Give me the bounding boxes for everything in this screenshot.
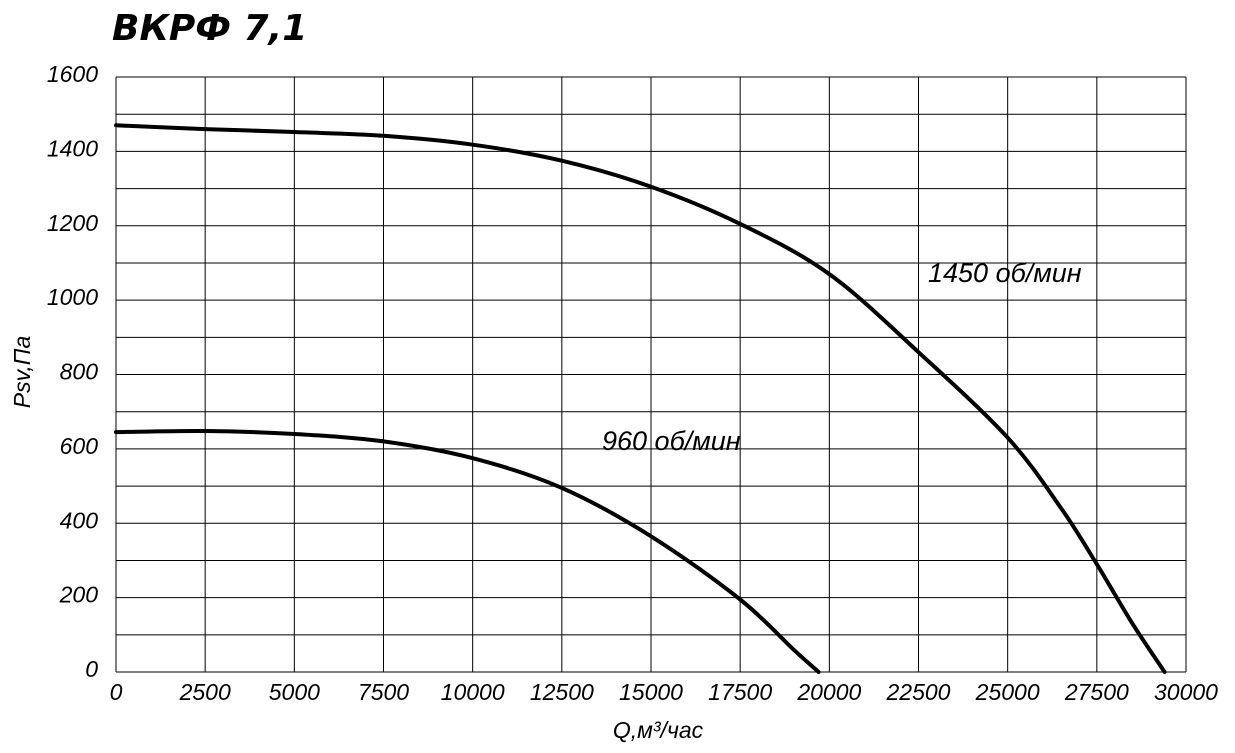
y-tick-label: 400	[60, 507, 99, 533]
series-label-960: 960 об/мин	[602, 426, 741, 456]
curves	[114, 123, 1167, 674]
y-tick-label: 0	[85, 656, 98, 682]
x-tick-label: 27500	[1064, 679, 1129, 705]
series-line-960	[114, 428, 821, 674]
x-tick-label: 30000	[1154, 679, 1218, 705]
y-tick-label: 1000	[47, 284, 98, 310]
x-tick-label: 5000	[269, 679, 320, 705]
y-tick-label: 1400	[47, 135, 98, 161]
x-tick-label: 2500	[179, 679, 231, 705]
x-axis-ticks: 0 2500 5000 7500 10000 12500 15000 17500 20000 22…	[110, 679, 1219, 705]
x-tick-label: 22500	[886, 679, 951, 705]
x-tick-label: 25000	[975, 679, 1040, 705]
y-axis-ticks: 0 200 400 600 800 1000 1200 1400 1600	[47, 61, 98, 682]
grid	[115, 76, 1187, 673]
y-axis-label: Psv,Па	[9, 336, 35, 408]
y-tick-label: 600	[60, 433, 99, 459]
x-tick-label: 12500	[530, 679, 594, 705]
chart-title: ВКРФ 7,1	[112, 8, 307, 49]
y-tick-label: 200	[59, 582, 99, 608]
x-tick-label: 0	[110, 679, 123, 705]
x-tick-label: 17500	[708, 679, 772, 705]
y-tick-label: 800	[60, 359, 99, 385]
series-label-1450: 1450 об/мин	[928, 258, 1082, 288]
x-axis-label: Q,м³/час	[613, 717, 704, 743]
x-tick-label: 20000	[796, 679, 861, 705]
y-tick-label: 1600	[47, 61, 98, 87]
x-tick-label: 7500	[358, 679, 409, 705]
series-line-1450	[114, 123, 1167, 674]
x-tick-label: 10000	[441, 679, 505, 705]
x-tick-label: 15000	[619, 679, 683, 705]
y-tick-label: 1200	[47, 210, 98, 236]
